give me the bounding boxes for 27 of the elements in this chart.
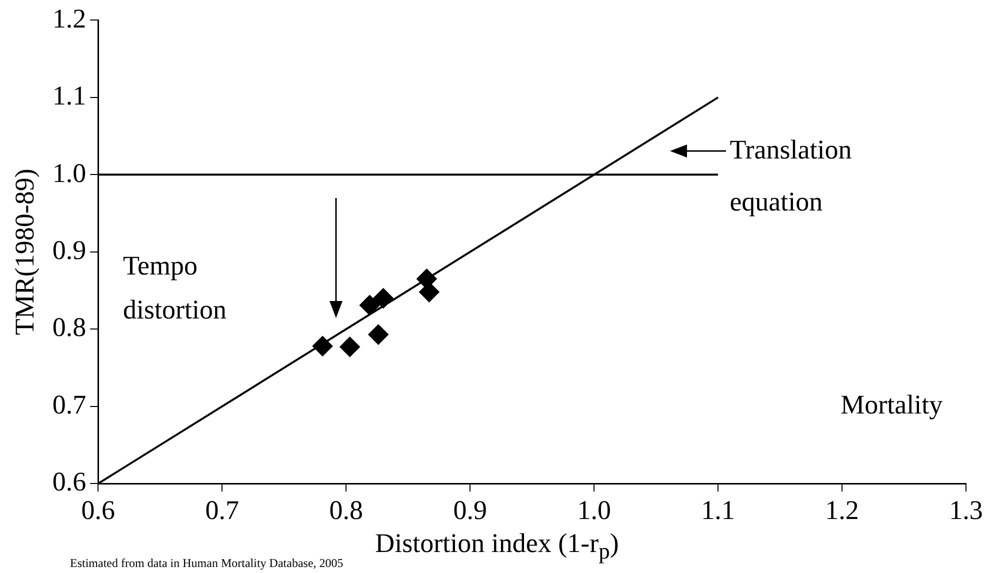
point: [373, 288, 394, 308]
y-tick-label: 0.8: [52, 312, 86, 342]
annotation: Mortality: [840, 389, 944, 420]
x-tick-label: 1.0: [577, 494, 611, 525]
x-tick-label: 0.8: [329, 494, 363, 525]
x-tick-label: 1.1: [701, 494, 735, 525]
text: Estimated from data in Human Mortality Database, 2005: [70, 556, 344, 571]
x-tick-label: 1.3: [949, 494, 983, 525]
annotation: Tempo distortion: [122, 250, 227, 325]
point: [368, 324, 388, 345]
y-tick-label: 1.1: [52, 80, 86, 111]
x-tick-label: 0.6: [81, 494, 116, 525]
y-tick-label: 0.9: [52, 234, 86, 265]
annotation: Translation equation: [730, 134, 852, 217]
point: [360, 295, 380, 316]
x-axis-title: Distortion index (1-r$_{p}$): [375, 528, 619, 564]
y-tick-label: 1.2: [52, 3, 86, 34]
x-tick-label: 1.2: [825, 494, 859, 525]
x-tick-label: 0.7: [205, 494, 240, 525]
y-tick-label: 0.7: [52, 389, 86, 420]
y-axis-title: TMR(1980-89): [9, 168, 40, 336]
y-tick-label: 0.6: [52, 466, 86, 497]
point: [419, 282, 440, 302]
y-tick-label: 1.0: [52, 158, 86, 188]
x-tick-label: 0.9: [453, 494, 487, 525]
point: [312, 336, 333, 356]
point: [340, 336, 360, 357]
